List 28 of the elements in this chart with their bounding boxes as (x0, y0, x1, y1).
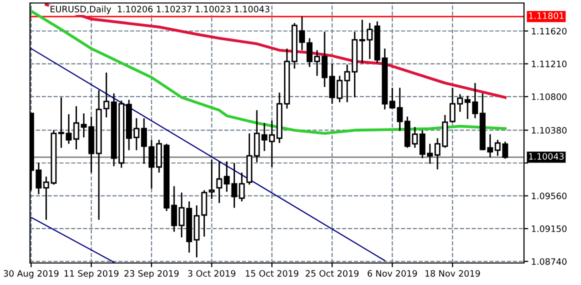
y-tick-label: 1.11620 (532, 28, 567, 34)
x-tick-label: 23 Sep 2019 (124, 270, 179, 278)
candlestick (216, 160, 222, 204)
candlestick (208, 159, 215, 200)
ref-line-label: 1.11801 (529, 12, 564, 20)
x-tick-label: 6 Nov 2019 (368, 270, 417, 277)
candlestick (359, 19, 366, 64)
candlestick (231, 162, 238, 208)
x-tick-label: 3 Oct 2019 (188, 270, 236, 277)
candlestick (58, 96, 64, 148)
x-tick-label: 25 Oct 2019 (306, 270, 359, 277)
y-tick-label: 1.09150 (532, 225, 567, 232)
y-tick-label: 1.11210 (532, 60, 567, 68)
candlestick (224, 160, 230, 192)
x-tick-label: 15 Oct 2019 (246, 270, 298, 277)
candlestick (238, 172, 245, 202)
y-tick-label: 1.10800 (532, 93, 567, 100)
candlestick (366, 22, 373, 60)
y-tick-label: 1.09560 (532, 192, 567, 200)
ref-line-label: 1.10043 (529, 153, 564, 160)
x-tick-label: 18 Nov 2019 (425, 270, 480, 277)
y-tick-label: 1.10380 (532, 127, 567, 134)
chart-title: EURUSD,Daily 1.10206 1.10237 1.10023 1.10043 (50, 6, 270, 14)
y-tick-label: 1.08740 (532, 258, 567, 265)
x-tick-label: 11 Sep 2019 (64, 270, 118, 278)
candlestick (66, 114, 72, 144)
candlestick (73, 106, 80, 150)
x-tick-label: 30 Aug 2019 (4, 270, 59, 278)
